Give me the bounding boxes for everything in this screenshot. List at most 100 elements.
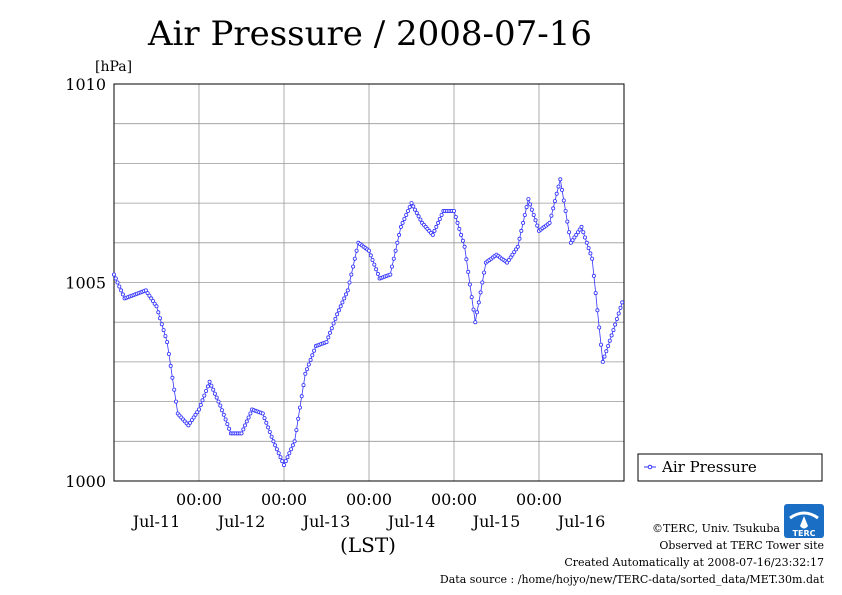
terc-logo: TERC — [784, 504, 824, 538]
data-point — [207, 379, 212, 384]
data-point — [308, 357, 313, 362]
x-tick-time-label: 00:00 — [516, 490, 562, 509]
data-point — [466, 269, 471, 274]
data-point — [519, 228, 524, 233]
data-point — [301, 383, 306, 388]
data-point — [214, 395, 219, 400]
data-point — [457, 226, 462, 231]
data-point — [459, 232, 464, 237]
footer-observed: Observed at TERC Tower site — [659, 539, 824, 552]
data-point — [533, 218, 538, 223]
data-point — [274, 447, 279, 452]
data-point — [276, 451, 281, 456]
data-point — [439, 212, 444, 217]
data-point — [290, 443, 295, 448]
data-point — [289, 447, 294, 452]
data-point — [296, 416, 301, 421]
data-point — [191, 415, 196, 420]
data-point — [560, 187, 565, 192]
data-point — [531, 212, 536, 217]
data-point — [152, 301, 157, 306]
data-point — [195, 410, 200, 415]
data-point — [616, 311, 621, 316]
data-point — [460, 238, 465, 243]
data-point — [161, 328, 166, 333]
data-point — [581, 230, 586, 235]
data-point — [416, 214, 421, 219]
data-point — [480, 280, 485, 285]
data-point — [278, 455, 283, 460]
data-point — [352, 256, 357, 261]
data-point — [143, 288, 148, 293]
legend: Air Pressure — [637, 453, 823, 482]
data-point — [281, 463, 286, 468]
data-point — [370, 257, 375, 262]
data-point — [584, 240, 589, 245]
x-tick-time-label: 00:00 — [431, 490, 477, 509]
data-point — [395, 240, 400, 245]
data-point — [115, 280, 120, 285]
data-point — [591, 273, 596, 278]
footer-created: Created Automatically at 2008-07-16/23:3… — [564, 556, 824, 569]
data-point — [244, 419, 249, 424]
legend-box — [637, 453, 823, 482]
legend-marker — [647, 464, 653, 470]
data-point — [551, 206, 556, 211]
data-point — [430, 232, 435, 237]
data-point — [163, 334, 168, 339]
data-point — [324, 340, 329, 345]
x-tick-time-label: 00:00 — [346, 490, 392, 509]
data-point — [565, 219, 570, 224]
data-point — [303, 371, 308, 376]
data-point — [299, 394, 304, 399]
data-point — [614, 316, 619, 321]
data-point — [264, 420, 269, 425]
data-point — [223, 417, 228, 422]
data-point — [437, 216, 442, 221]
data-point — [583, 235, 588, 240]
data-point — [113, 276, 118, 281]
data-point — [349, 272, 354, 277]
data-point — [159, 322, 164, 327]
data-point — [209, 383, 214, 388]
data-point — [196, 407, 201, 412]
data-point — [205, 384, 210, 389]
data-point — [478, 290, 483, 295]
data-point — [112, 272, 117, 277]
data-point — [400, 220, 405, 225]
data-point — [306, 362, 311, 367]
data-point — [618, 305, 623, 310]
chart-title: Air Pressure / 2008-07-16 — [147, 14, 592, 54]
data-point — [411, 204, 416, 209]
data-point — [590, 256, 595, 261]
data-point — [297, 405, 302, 410]
data-point — [280, 459, 285, 464]
data-point — [198, 402, 203, 407]
data-point — [292, 439, 297, 444]
x-axis-label: (LST) — [340, 533, 396, 557]
data-point — [599, 342, 604, 347]
data-point — [434, 224, 439, 229]
data-point — [474, 310, 479, 315]
data-point — [351, 264, 356, 269]
data-point — [117, 284, 122, 289]
data-point — [389, 264, 394, 269]
data-point — [412, 207, 417, 212]
data-point — [342, 296, 347, 301]
x-tick-time-label: 00:00 — [261, 490, 307, 509]
data-point — [432, 228, 437, 233]
y-tick-label: 1010 — [65, 75, 106, 94]
data-point — [464, 257, 469, 262]
data-point — [248, 411, 253, 416]
data-point — [609, 333, 614, 338]
data-point — [312, 348, 317, 353]
data-point — [326, 335, 331, 340]
data-point — [269, 434, 274, 439]
data-point — [347, 280, 352, 285]
data-point — [310, 353, 315, 358]
data-point — [119, 288, 124, 293]
data-point — [189, 418, 194, 423]
data-point — [574, 232, 579, 237]
data-point — [473, 320, 478, 325]
data-point — [510, 252, 515, 257]
